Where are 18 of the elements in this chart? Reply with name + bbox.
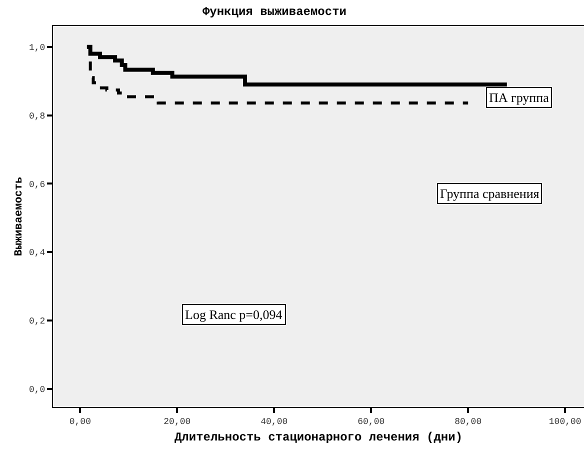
y-tick-label: 1,0 bbox=[28, 43, 46, 54]
x-tick-label: 40,00 bbox=[260, 416, 288, 427]
y-tick-label: 0,4 bbox=[28, 248, 46, 258]
series-label: ПА группа bbox=[489, 90, 550, 105]
y-tick-label: 0,8 bbox=[28, 111, 46, 122]
y-tick-label: 0,2 bbox=[28, 316, 46, 327]
annotation: Log Ranc p=0,094 bbox=[185, 307, 283, 322]
y-axis-title: Выживаемость bbox=[14, 176, 26, 256]
chart-title: Функция выживаемости bbox=[202, 5, 346, 20]
y-tick-label: 0,6 bbox=[28, 180, 46, 190]
x-tick-label: 60,00 bbox=[358, 416, 385, 427]
x-tick-label: 20,00 bbox=[164, 416, 191, 427]
x-tick-label: 100,00 bbox=[548, 416, 582, 427]
x-axis-title: Длительность стационарного лечения (дни) bbox=[174, 430, 463, 445]
x-tick-label: 80,00 bbox=[454, 416, 482, 427]
x-tick-label: 0,00 bbox=[69, 416, 91, 427]
text: Группа сравнения bbox=[440, 186, 540, 201]
y-tick-label: 0,0 bbox=[28, 385, 46, 396]
